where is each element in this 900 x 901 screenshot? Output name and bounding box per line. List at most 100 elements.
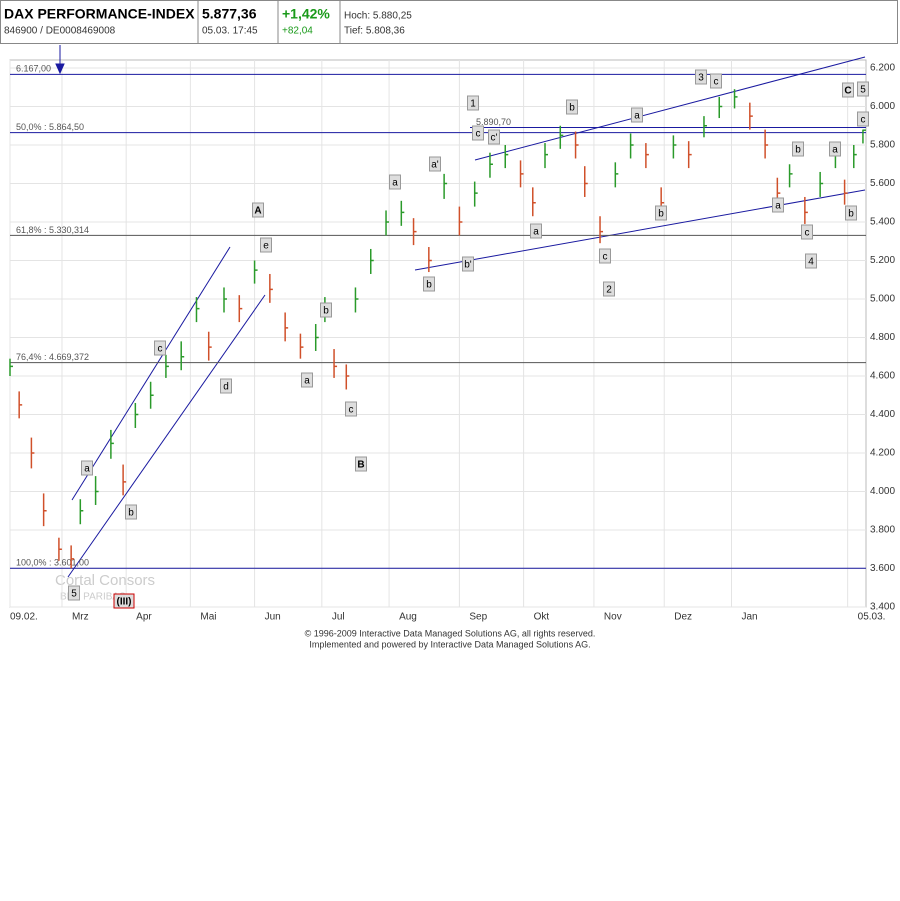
wave-box: [695, 69, 707, 85]
wave-label: 3: [698, 73, 704, 84]
wave-label: c: [714, 77, 719, 88]
x-tick-label: Apr: [136, 612, 152, 623]
wave-label: 5: [71, 589, 77, 600]
wave-label: a: [832, 145, 838, 156]
wave-box: [472, 125, 484, 141]
wave-label: 5: [860, 85, 866, 96]
header-box: [0, 0, 898, 44]
wave-label: (III): [117, 597, 132, 608]
trend-line: [67, 294, 266, 578]
wave-label: b: [848, 209, 854, 220]
x-tick-label: Nov: [604, 612, 622, 623]
y-tick-label: 4.600: [870, 371, 895, 382]
x-tick-label: Jan: [741, 612, 757, 623]
wave-box: [260, 237, 272, 253]
y-tick-label: 6.000: [870, 101, 895, 112]
wave-label: c: [603, 252, 608, 263]
change-abs: +82,04: [282, 26, 313, 37]
level-label: 5.890,70: [476, 117, 511, 127]
powered-by: Implemented and powered by Interactive D…: [309, 639, 590, 649]
wave-label: d: [223, 382, 229, 393]
x-tick-label: 05.03.: [858, 612, 886, 623]
wave-box: [857, 111, 869, 127]
day-high: Hoch: 5.880,25: [344, 11, 412, 22]
wave-box: [801, 224, 813, 240]
wave-box: [792, 141, 804, 157]
y-tick-label: 5.600: [870, 178, 895, 189]
wave-label: b: [658, 209, 664, 220]
x-tick-label: Jul: [332, 612, 345, 623]
y-tick-label: 5.000: [870, 294, 895, 305]
wave-box: [320, 302, 332, 318]
time: 05.03. 17:45: [202, 26, 258, 37]
index-name: DAX PERFORMANCE-INDEX: [4, 6, 195, 22]
level-label: 61,8% : 5.330,314: [16, 225, 89, 235]
y-tick-label: 4.200: [870, 448, 895, 459]
wave-box: [81, 460, 93, 476]
wave-box: [488, 129, 500, 145]
wave-box: [68, 585, 80, 601]
x-tick-label: Mai: [200, 612, 216, 623]
index-id: 846900 / DE0008469008: [4, 26, 116, 37]
wave-box: [772, 197, 784, 213]
wave-box: [355, 456, 367, 472]
wave-box: [113, 593, 135, 609]
wave-label: c: [805, 228, 810, 239]
wave-box: [220, 378, 232, 394]
change-pct: +1,42%: [282, 6, 330, 22]
wave-label: b: [128, 508, 134, 519]
level-label: 50,0% : 5.864,50: [16, 122, 84, 132]
trend-line: [414, 189, 866, 271]
wave-label: c: [861, 115, 866, 126]
trend-line: [71, 246, 231, 501]
wave-label: a: [533, 227, 539, 238]
wave-label: 1: [470, 99, 476, 110]
wave-label: b': [464, 260, 472, 271]
wave-box: [845, 205, 857, 221]
wave-label: a': [431, 160, 439, 171]
wave-box: [252, 202, 264, 218]
wave-box: [530, 223, 542, 239]
wave-box: [429, 156, 441, 172]
level-label: 100,0% : 3.601,00: [16, 558, 89, 568]
wave-box: [462, 256, 474, 272]
copyright: © 1996-2009 Interactive Data Managed Sol…: [305, 628, 596, 638]
y-tick-label: 3.400: [870, 602, 895, 613]
wave-label: 2: [606, 285, 612, 296]
wave-box: [631, 107, 643, 123]
wave-box: [857, 81, 869, 97]
wave-box: [842, 82, 854, 98]
x-tick-label: Okt: [534, 612, 550, 623]
wave-label: a: [84, 464, 90, 475]
wave-label: c': [491, 133, 498, 144]
y-tick-label: 5.400: [870, 217, 895, 228]
y-tick-label: 3.800: [870, 525, 895, 536]
y-tick-label: 4.400: [870, 409, 895, 420]
wave-label: b: [426, 280, 432, 291]
level-label: 6.167,00: [16, 64, 51, 74]
wave-box: [345, 401, 357, 417]
wave-box: [566, 99, 578, 115]
wave-label: c: [349, 405, 354, 416]
price: 5.877,36: [202, 6, 257, 22]
wave-box: [829, 141, 841, 157]
wave-label: a: [304, 376, 310, 387]
plot-frame: [9, 59, 867, 608]
wave-label: b: [323, 306, 329, 317]
y-tick-label: 6.200: [870, 63, 895, 74]
wave-label: b: [569, 103, 575, 114]
watermark: Cortal Consors: [55, 572, 155, 589]
level-label: 76,4% : 4.669,372: [16, 352, 89, 362]
y-tick-label: 3.600: [870, 563, 895, 574]
wave-label: A: [254, 206, 261, 217]
x-tick-label: Mrz: [72, 612, 89, 623]
wave-box: [599, 248, 611, 264]
wave-box: [805, 253, 817, 269]
wave-label: e: [263, 241, 269, 252]
arrow-head: [55, 63, 65, 75]
wave-label: a: [775, 201, 781, 212]
y-tick-label: 5.800: [870, 140, 895, 151]
wave-box: [467, 95, 479, 111]
wave-box: [603, 281, 615, 297]
